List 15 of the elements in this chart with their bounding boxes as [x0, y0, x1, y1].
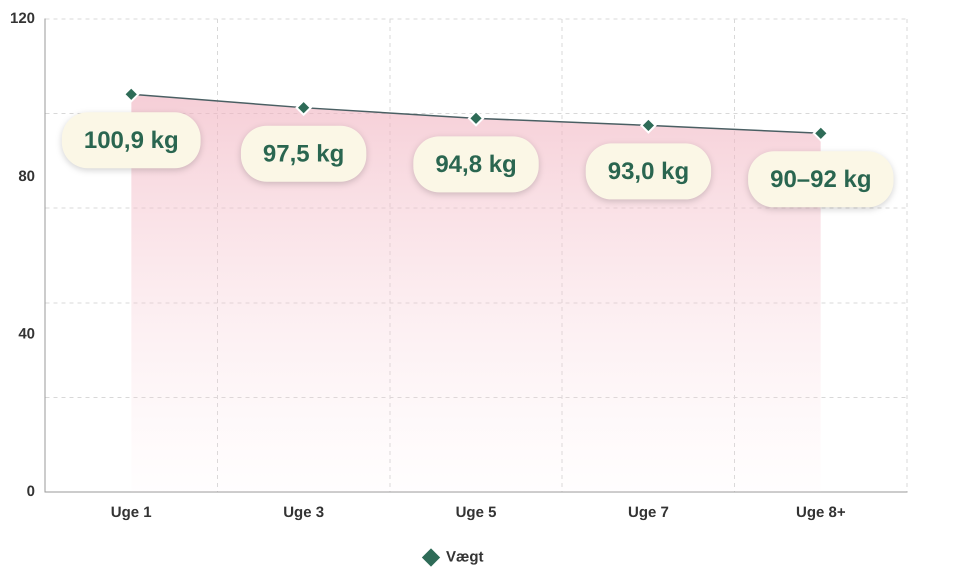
data-label: 90–92 kg: [770, 166, 872, 193]
data-label: 100,9 kg: [84, 126, 179, 154]
y-tick-label: 120: [10, 10, 36, 28]
data-label: 93,0 kg: [608, 158, 690, 186]
x-tick-label: Uge 7: [628, 504, 669, 522]
data-label: 97,5 kg: [262, 140, 344, 168]
x-tick-label: Uge 8+: [796, 504, 846, 522]
x-tick-label: Uge 3: [283, 504, 324, 522]
y-tick-label: 40: [18, 325, 36, 342]
x-tick-label: Uge 1: [110, 504, 152, 522]
y-tick-label: 0: [26, 483, 36, 500]
x-tick-label: Uge 5: [456, 504, 496, 522]
y-tick-label: 80: [18, 168, 36, 185]
data-label: 94,8 kg: [435, 150, 517, 178]
legend-label: Vægt: [446, 548, 484, 566]
